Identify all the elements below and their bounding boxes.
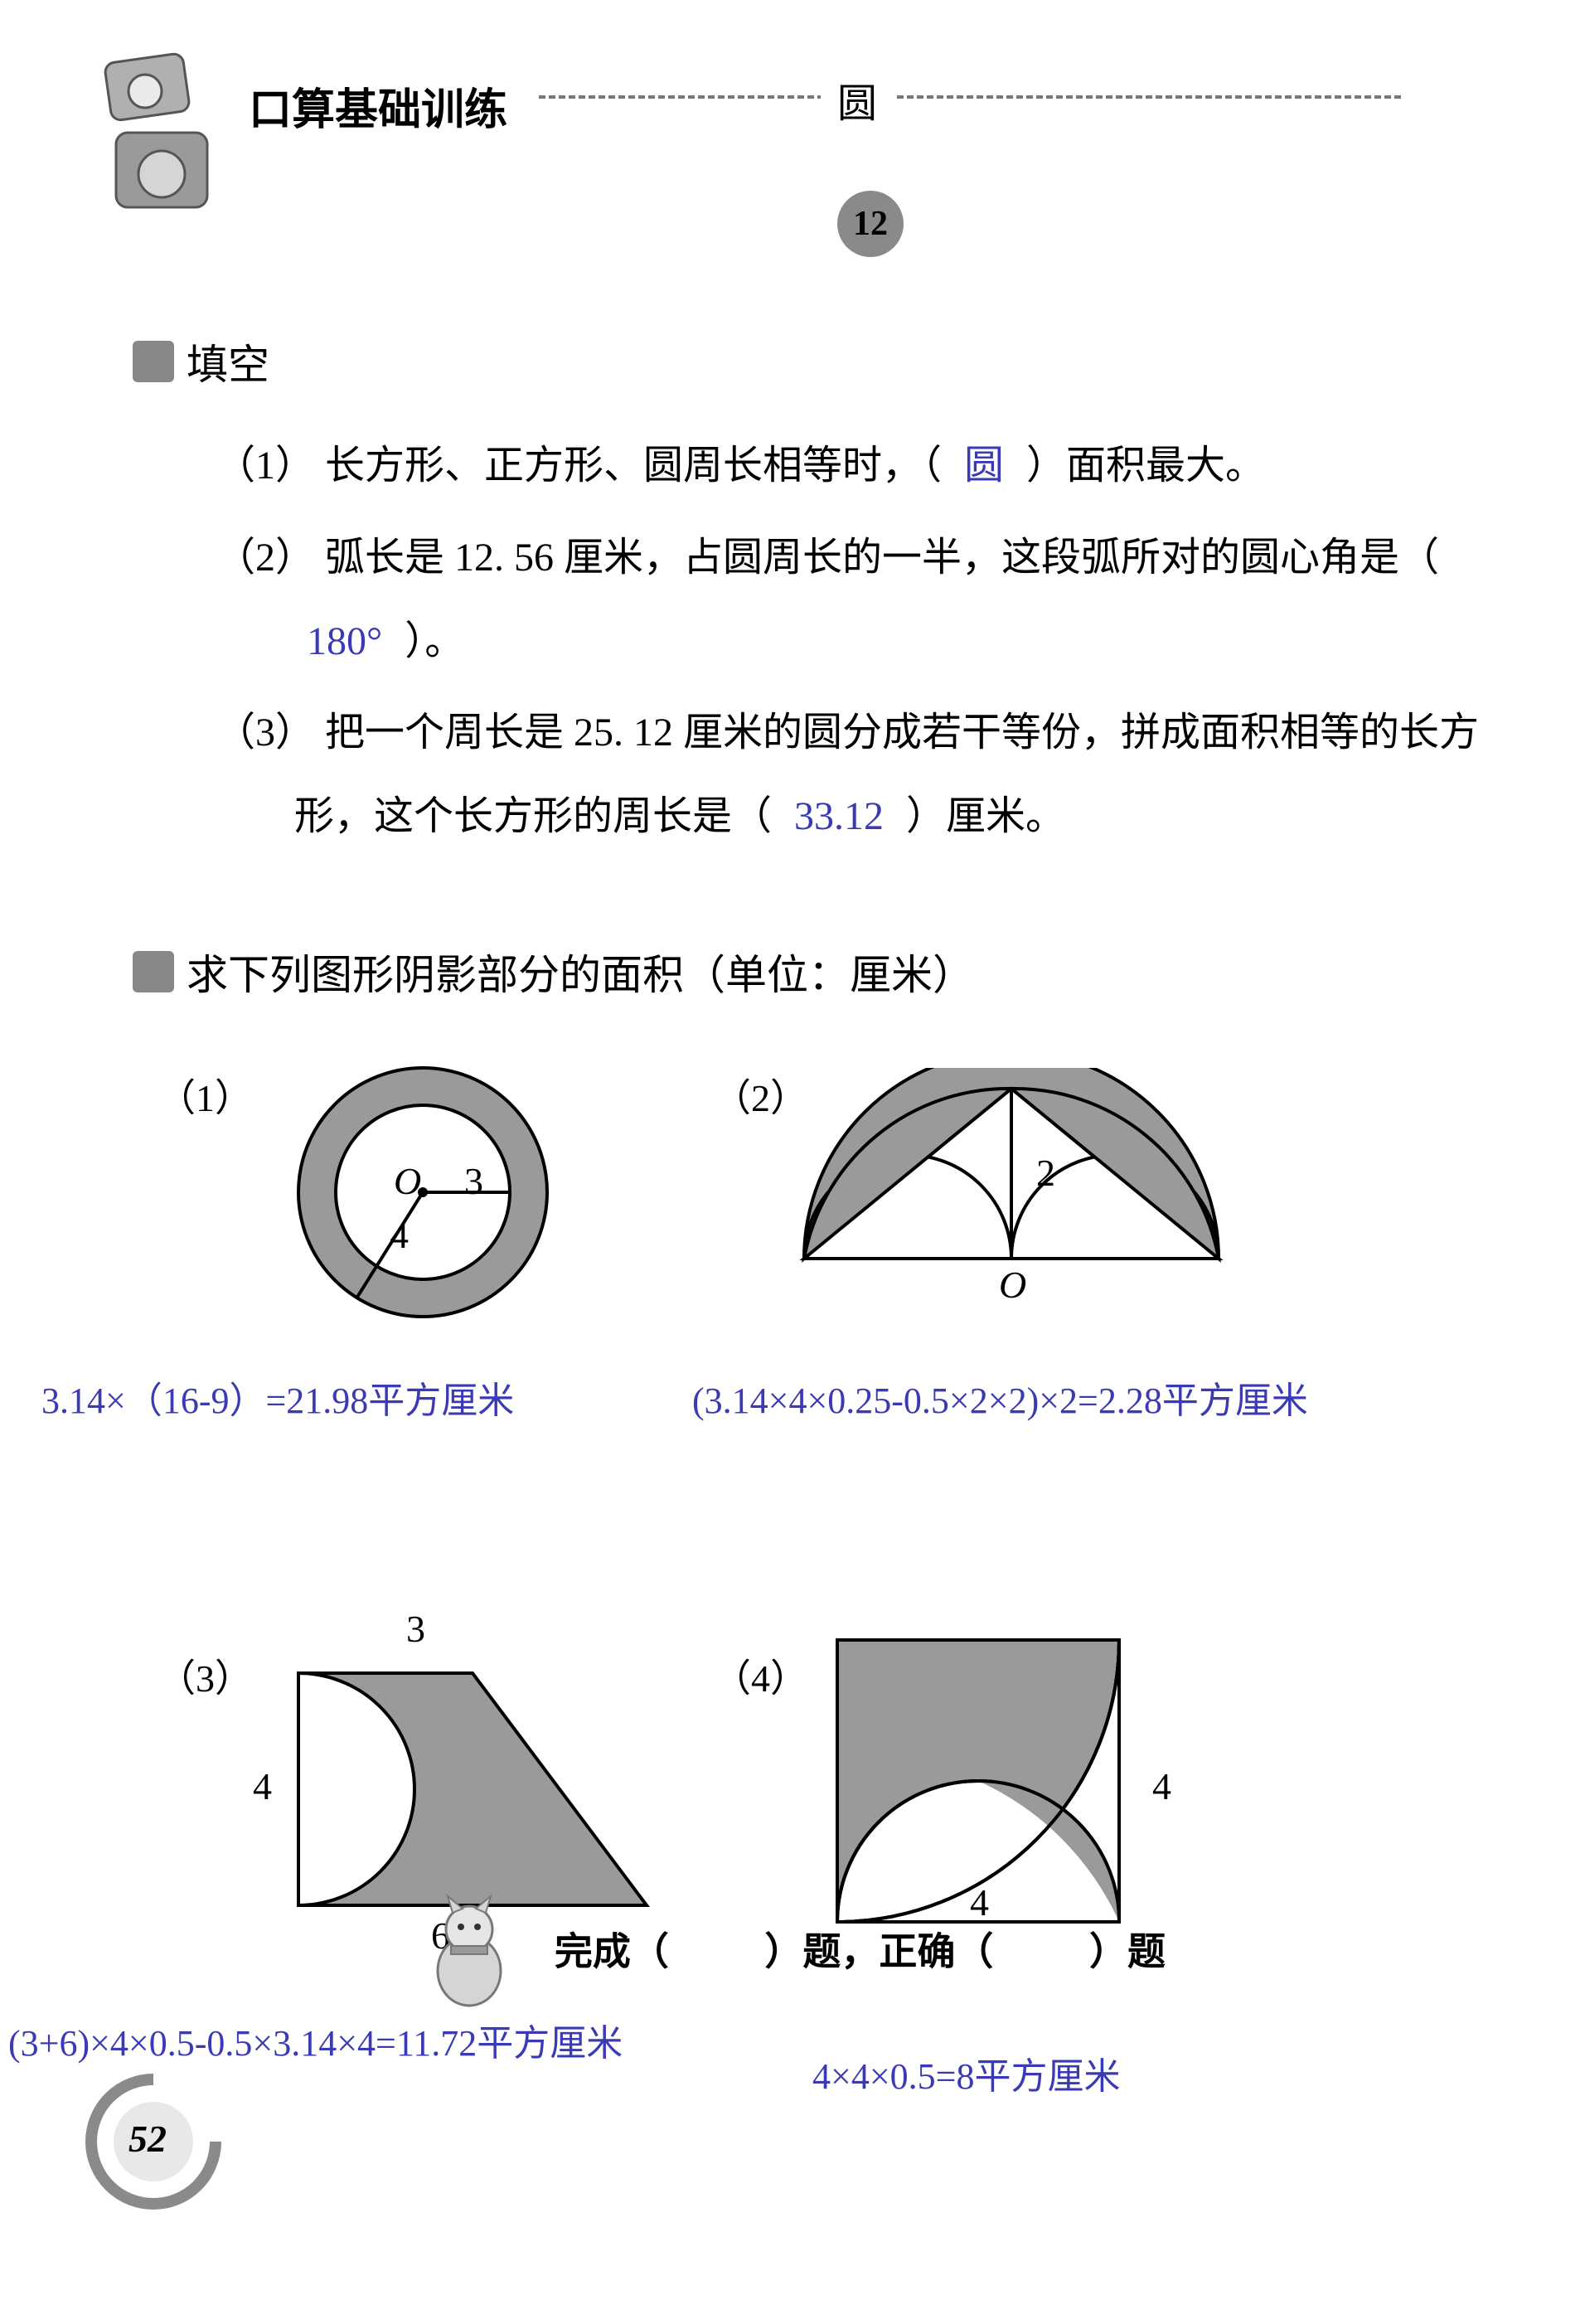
fig1-answer: 3.14×（16-9）=21.98平方厘米	[41, 1371, 514, 1424]
problem-3: （3） 把一个周长是 25. 12 厘米的圆分成若干等份，拼成面积相等的长方形，…	[216, 691, 1510, 859]
section-figures: 求下列图形阴影部分的面积（单位：厘米） （1） O 3 4 3.14×（16-9…	[75, 942, 1510, 2320]
section-icon	[133, 951, 174, 992]
fig4-right: 4	[1152, 1764, 1171, 1808]
fig3-left: 4	[253, 1764, 272, 1808]
series-title: 口算基础训练	[249, 75, 507, 137]
problem-2: （2） 弧长是 12. 56 厘米，占圆周长的一半，这段弧所对的圆心角是（ 18…	[216, 517, 1510, 684]
problem-2-answer: 180°	[294, 619, 395, 663]
fig4-label: （4）	[713, 1648, 808, 1703]
fig1-outer-radius: 4	[390, 1213, 409, 1257]
fig4-answer: 4×4×0.5=8平方厘米	[812, 2046, 1120, 2099]
section-icon	[133, 341, 174, 382]
header-decor-icon	[99, 50, 232, 245]
fig2-center-label: O	[999, 1263, 1026, 1307]
fig3-label: （3）	[158, 1648, 253, 1703]
cat-icon	[419, 1892, 519, 2017]
problem-1-pre: 长方形、正方形、圆周长相等时，（	[325, 444, 942, 488]
section1-problems: （1） 长方形、正方形、圆周长相等时，（ 圆 ）面积最大。 （2） 弧长是 12…	[216, 425, 1510, 859]
fig3-answer: (3+6)×4×0.5-0.5×3.14×4=11.72平方厘米	[8, 2013, 623, 2066]
problem-1-post: ）面积最大。	[1026, 444, 1265, 488]
section2-title: 求下列图形阴影部分的面积（单位：厘米）	[133, 942, 1510, 1002]
footer-text-b: ）题，正确（	[764, 1930, 993, 1973]
fig1-inner-radius: 3	[464, 1159, 483, 1203]
section1-title-text: 填空	[187, 332, 269, 391]
fig1-diagram	[282, 1051, 564, 1333]
problem-2-post: ）。	[405, 619, 464, 663]
problem-1-num: （1）	[216, 444, 315, 488]
lesson-number-badge: 12	[837, 191, 904, 257]
page-number: 52	[128, 2117, 167, 2161]
section-fill-blanks: 填空 （1） 长方形、正方形、圆周长相等时，（ 圆 ）面积最大。 （2） 弧长是…	[75, 332, 1510, 859]
footer-text-c: ）题	[1089, 1930, 1166, 1973]
section1-title: 填空	[133, 332, 1510, 391]
page-header: 口算基础训练 圆 12	[75, 50, 1510, 199]
fig2-answer: (3.14×4×0.25-0.5×2×2)×2=2.28平方厘米	[692, 1371, 1308, 1424]
problem-1-answer: 圆	[952, 444, 1016, 488]
fig3-top: 3	[406, 1607, 425, 1651]
page-number-badge: 52	[83, 2071, 224, 2216]
footer-text-a: 完成（	[555, 1930, 669, 1973]
fig1-center-label: O	[394, 1159, 421, 1203]
footer-score-line: 完成（ ）题，正确（ ）题	[0, 1892, 1585, 2017]
problem-1: （1） 长方形、正方形、圆周长相等时，（ 圆 ）面积最大。	[216, 425, 1510, 508]
page: 口算基础训练 圆 12 填空 （1） 长方形、正方形、圆周长相等时，（ 圆 ）面…	[0, 0, 1585, 2324]
header-dash-line	[539, 95, 1401, 99]
fig1-label: （1）	[158, 1068, 253, 1123]
problem-2-num: （2）	[216, 536, 315, 580]
section2-title-text: 求下列图形阴影部分的面积（单位：厘米）	[187, 942, 974, 1002]
problem-3-post: ）厘米。	[906, 794, 1065, 838]
chapter-name: 圆	[821, 70, 894, 129]
problem-3-answer: 33.12	[782, 794, 896, 838]
problem-3-num: （3）	[216, 711, 315, 754]
figures-area: （1） O 3 4 3.14×（16-9）=21.98平方厘米 （2）	[75, 1043, 1510, 2320]
fig2-height: 2	[1036, 1151, 1055, 1195]
problem-2-pre: 弧长是 12. 56 厘米，占圆周长的一半，这段弧所对的圆心角是（	[325, 536, 1439, 580]
